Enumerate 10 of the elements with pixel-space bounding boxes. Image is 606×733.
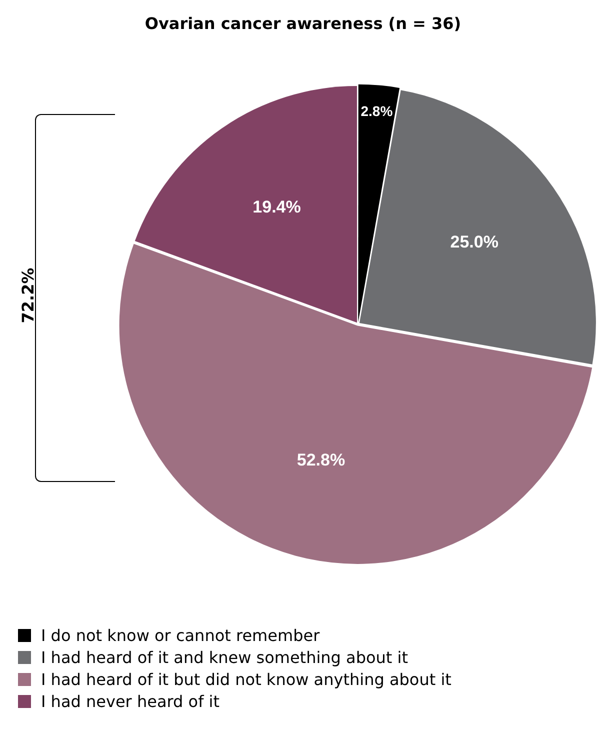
legend-label: I had heard of it but did not know anything about it [41, 670, 452, 688]
text: 72.2% [18, 266, 38, 326]
data-label: 19.4% [252, 197, 301, 216]
legend-label: I do not know or cannot remember [41, 626, 320, 644]
data-label: 2.8% [360, 102, 394, 119]
data-label: 25.0% [450, 232, 498, 252]
legend-label: I had never heard of it [41, 692, 220, 710]
legend-label: I had heard of it and knew something about it [41, 648, 408, 666]
chart-title: Ovarian cancer awareness (n = 36) [144, 13, 462, 35]
data-label: 52.8% [296, 450, 346, 470]
